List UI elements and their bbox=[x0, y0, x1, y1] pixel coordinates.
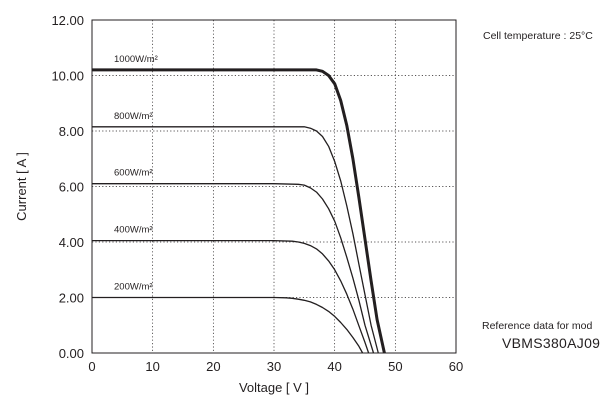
reference-data-note: Reference data for mod bbox=[482, 320, 593, 332]
model-number: VBMS380AJ09 bbox=[502, 335, 601, 351]
series-label: 400W/m² bbox=[114, 225, 153, 236]
x-tick-label: 50 bbox=[388, 359, 402, 374]
series-line bbox=[92, 296, 364, 354]
series-line bbox=[92, 68, 386, 354]
y-axis-title: Current [ A ] bbox=[14, 152, 29, 221]
x-tick-label: 30 bbox=[267, 359, 281, 374]
y-tick-label: 10.00 bbox=[51, 69, 84, 84]
series-line bbox=[92, 126, 379, 354]
cell-temperature-note: Cell temperature : 25°C bbox=[483, 30, 593, 42]
y-tick-label: 0.00 bbox=[59, 346, 84, 361]
series-label: 800W/m² bbox=[114, 111, 153, 122]
x-axis-title: Voltage [ V ] bbox=[239, 380, 309, 395]
x-tick-label: 60 bbox=[449, 359, 463, 374]
x-tick-label: 20 bbox=[206, 359, 220, 374]
y-tick-label: 2.00 bbox=[59, 291, 84, 306]
y-tick-label: 8.00 bbox=[59, 124, 84, 139]
series-label: 1000W/m² bbox=[114, 54, 158, 65]
series-label: 200W/m² bbox=[114, 282, 153, 293]
x-tick-label: 40 bbox=[327, 359, 341, 374]
y-tick-label: 6.00 bbox=[59, 180, 84, 195]
series-line bbox=[92, 183, 375, 354]
plot-frame bbox=[91, 19, 457, 354]
series-line bbox=[92, 239, 370, 354]
y-tick-label: 4.00 bbox=[59, 235, 84, 250]
y-tick-label: 12.00 bbox=[51, 13, 84, 28]
x-tick-label: 10 bbox=[145, 359, 159, 374]
series-label: 600W/m² bbox=[114, 168, 153, 179]
x-tick-label: 0 bbox=[88, 359, 95, 374]
